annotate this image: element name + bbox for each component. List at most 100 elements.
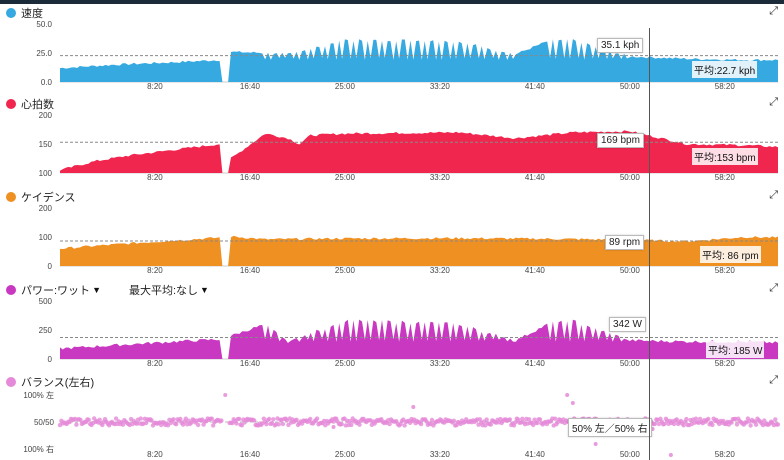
cadence-color-dot [6, 192, 16, 202]
heart-rate-average-label: 平均:153 bpm [692, 148, 758, 165]
power-color-dot [6, 285, 16, 295]
x-tick-label: 50:00 [620, 266, 641, 274]
power-chart: 500 250 0 8:20 16:40 25:00 33:20 41:40 50:00 58:2… [39, 297, 778, 367]
balance-point [308, 416, 313, 422]
balance-point [537, 417, 543, 422]
balance-title-label: バランス(左右) [21, 377, 95, 389]
data-area [60, 235, 778, 266]
balance-outlier-point [593, 442, 598, 446]
expand-icon[interactable]: ⤢ [769, 189, 778, 201]
x-tick-label: 16:40 [240, 82, 261, 90]
balance-point [234, 421, 239, 426]
balance-point [451, 418, 457, 423]
x-tick-label: 16:40 [240, 173, 261, 181]
x-tick-label: 33:20 [430, 266, 451, 274]
chevron-down-icon: ▼ [200, 285, 209, 295]
y-tick-label: 0 [48, 355, 53, 364]
balance-point [74, 422, 79, 427]
cadence-panel: ケイデンス ⤢ 200 100 0 8:20 16:40 25:00 33:20 41:40 5… [0, 188, 784, 274]
power-metric-dropdown[interactable]: パワー:ワット ▼ [21, 282, 101, 298]
x-tick-label: 33:20 [430, 359, 451, 367]
y-tick-label: 0 [48, 262, 53, 271]
data-area [60, 130, 778, 173]
y-tick-label: 0.0 [41, 78, 53, 87]
balance-point [294, 417, 299, 422]
balance-point [671, 421, 677, 427]
balance-point [174, 422, 179, 427]
balance-color-dot [6, 377, 16, 387]
expand-icon[interactable]: ⤢ [769, 374, 778, 386]
y-tick-label: 100 [39, 169, 53, 178]
x-tick-label: 58:20 [715, 82, 736, 90]
x-tick-label: 16:40 [240, 266, 261, 274]
speed-title-label: 速度 [21, 8, 43, 20]
heart-rate-title: 心拍数 [6, 95, 54, 113]
x-tick-label: 41:40 [525, 359, 546, 367]
balance-point [535, 420, 540, 426]
balance-point [349, 422, 354, 428]
x-tick-label: 33:20 [430, 173, 451, 181]
x-tick-label: 25:00 [335, 266, 356, 274]
balance-point [252, 418, 257, 423]
expand-icon[interactable]: ⤢ [769, 96, 778, 108]
x-tick-label: 33:20 [430, 450, 451, 459]
balance-point [387, 421, 392, 427]
x-tick-label: 58:20 [715, 173, 736, 181]
y-tick-label: 500 [39, 297, 53, 306]
cadence-title-label: ケイデンス [21, 192, 76, 204]
x-tick-label: 25:00 [335, 450, 356, 459]
power-title-label: パワー:ワット [21, 285, 91, 297]
heart-rate-chart: 200 150 100 8:20 16:40 25:00 33:20 41:40 50:00 58… [39, 111, 778, 181]
balance-point [171, 417, 176, 422]
max-average-dropdown[interactable]: 最大平均:なし ▼ [129, 282, 209, 298]
expand-icon[interactable]: ⤢ [769, 5, 778, 17]
x-tick-label: 41:40 [525, 173, 546, 181]
y-tick-label: 100 [39, 233, 53, 242]
balance-point [734, 422, 740, 427]
y-tick-label: 200 [39, 204, 53, 213]
x-tick-label: 8:20 [147, 173, 163, 181]
x-tick-label: 58:20 [715, 359, 736, 367]
expand-icon[interactable]: ⤢ [769, 282, 778, 294]
balance-point [484, 417, 489, 422]
balance-point [693, 416, 699, 421]
time-cursor-line[interactable] [649, 28, 650, 460]
balance-point [429, 417, 435, 423]
y-tick-label: 25.0 [36, 49, 52, 58]
x-tick-label: 58:20 [715, 450, 736, 459]
balance-outlier-point [411, 405, 416, 409]
balance-cursor-callout: 50% 左／50% 右 [568, 418, 652, 437]
x-tick-label: 50:00 [620, 359, 641, 367]
balance-point [138, 416, 143, 421]
balance-point [78, 417, 83, 423]
balance-point [753, 422, 759, 427]
x-tick-label: 50:00 [620, 82, 641, 90]
balance-point [97, 417, 102, 422]
balance-point [710, 422, 715, 428]
top-bar [0, 0, 784, 4]
y-tick-label: 150 [39, 140, 53, 149]
balance-point [144, 420, 149, 426]
x-tick-label: 41:40 [525, 82, 546, 90]
balance-point [347, 419, 353, 424]
x-tick-label: 8:20 [147, 266, 163, 274]
data-area [60, 39, 778, 82]
balance-point [681, 423, 686, 428]
y-tick-label: 100% 左 [23, 390, 54, 400]
balance-point [264, 422, 269, 427]
balance-outlier-point [223, 393, 228, 397]
balance-point [513, 420, 518, 425]
x-tick-label: 8:20 [147, 359, 163, 367]
balance-point [178, 416, 183, 422]
balance-point [357, 422, 362, 427]
balance-point [280, 421, 286, 427]
x-tick-label: 33:20 [430, 82, 451, 90]
x-tick-label: 50:00 [620, 450, 641, 459]
cadence-cursor-callout: 89 rpm [605, 235, 645, 250]
balance-point [86, 417, 91, 422]
balance-point [339, 421, 344, 427]
balance-panel: バランス(左右) ⤢ 100% 左 50/50 100% 右 8:20 16:40 25:… [0, 373, 784, 460]
balance-point [775, 422, 781, 427]
x-tick-label: 50:00 [620, 173, 641, 181]
balance-point [477, 417, 483, 422]
